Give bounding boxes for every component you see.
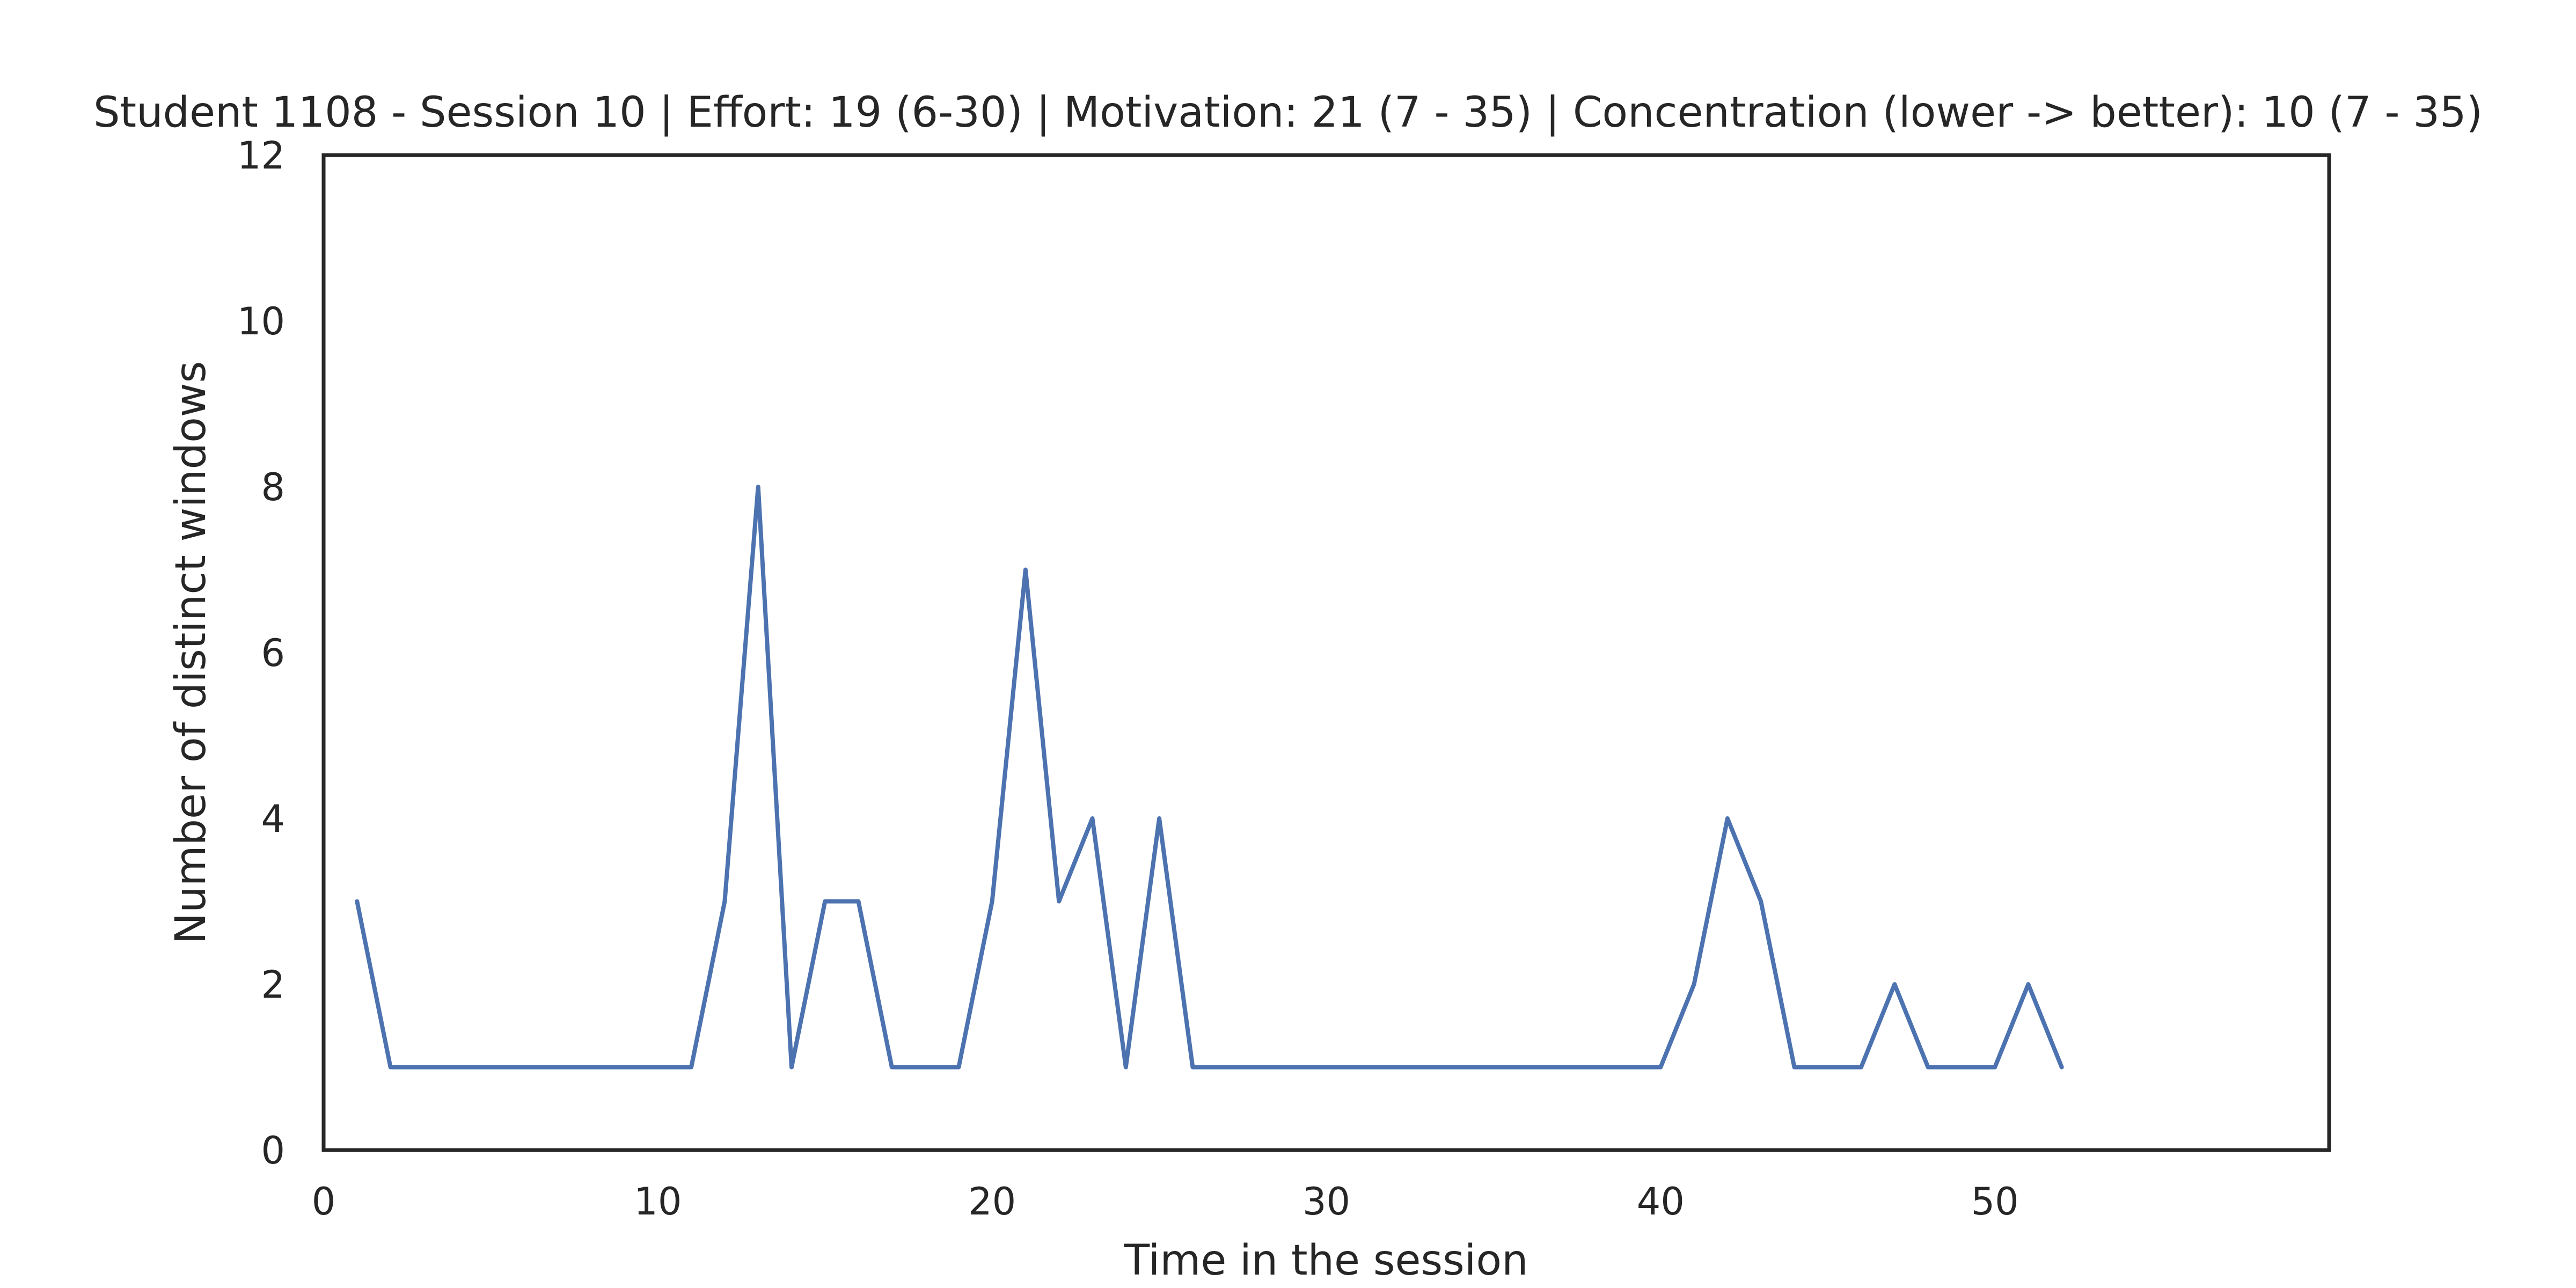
y-tick-label: 0 [261,1129,285,1173]
y-tick-label: 8 [261,465,285,509]
plot-frame [321,153,2331,1152]
x-axis-ticks: 0 10 20 30 40 50 [312,1180,2019,1224]
x-axis-label: Time in the session [1123,1236,1528,1285]
plot-area [355,485,2064,1070]
y-tick-label: 4 [261,797,285,841]
x-tick-label: 40 [1637,1180,1685,1224]
series-line [355,485,2064,1070]
x-tick-label: 20 [968,1180,1016,1224]
y-axis-ticks: 0 2 4 6 8 10 12 [237,134,285,1173]
x-tick-label: 50 [1971,1180,2019,1224]
chart-title: Student 1108 - Session 10 | Effort: 19 (… [93,89,2483,137]
y-axis-label: Number of distinct windows [167,361,215,944]
x-tick-label: 0 [312,1180,336,1224]
y-tick-label: 2 [261,963,285,1007]
x-tick-label: 30 [1302,1180,1350,1224]
y-tick-label: 6 [261,631,285,675]
x-tick-label: 10 [634,1180,682,1224]
y-tick-label: 12 [237,134,285,178]
y-tick-label: 10 [237,299,285,343]
